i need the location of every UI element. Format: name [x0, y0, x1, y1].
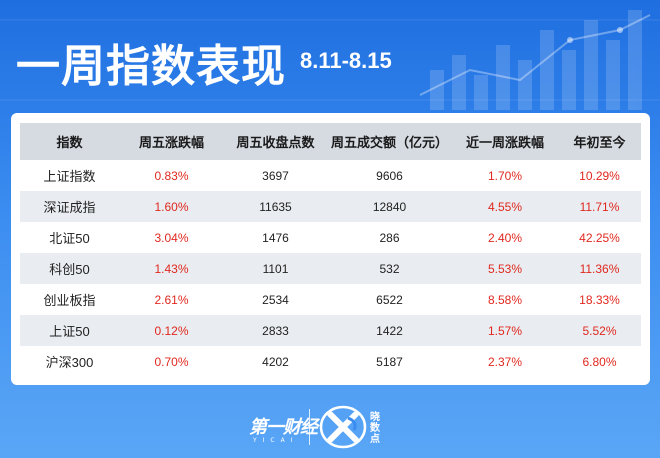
fri-turnover: 12840 — [327, 191, 452, 222]
index-name: 上证指数 — [43, 169, 96, 184]
fri-change: 0.83% — [154, 168, 189, 183]
ytd-change: 5.52% — [558, 315, 641, 346]
table-row: 上证指数 0.83% 3697 9606 1.70% 10.29% — [20, 160, 641, 191]
ytd-change: 42.25% — [579, 230, 620, 245]
fri-change: 3.04% — [154, 230, 189, 245]
column-header: 年初至今 — [558, 123, 641, 160]
fri-change: 1.60% — [119, 191, 224, 222]
fri-close: 4202 — [262, 354, 289, 369]
table-row: 创业板指 2.61% 2534 6522 8.58% 18.33% — [20, 284, 641, 315]
week-change: 4.55% — [452, 191, 558, 222]
ytd-change: 11.71% — [558, 191, 641, 222]
index-name: 深证成指 — [20, 191, 119, 222]
fri-change: 2.61% — [154, 292, 189, 307]
table-row: 北证50 3.04% 1476 286 2.40% 42.25% — [20, 222, 641, 253]
week-change: 5.53% — [452, 253, 558, 284]
fri-close: 1476 — [262, 230, 289, 245]
page-title: 一周指数表现 — [16, 41, 286, 92]
table-row: 深证成指 1.60% 11635 12840 4.55% 11.71% — [20, 191, 641, 222]
xiaoshudian-logo-text: 晓数点 — [370, 412, 380, 445]
logo-divider — [309, 409, 310, 445]
table-header-row: 指数 周五涨跌幅 周五收盘点数 周五成交额（亿元） 近一周涨跌幅 年初至今 — [20, 123, 641, 160]
table-row: 沪深300 0.70% 4202 5187 2.37% 6.80% — [20, 346, 641, 377]
table-row: 科创50 1.43% 1101 532 5.53% 11.36% — [20, 253, 641, 284]
fri-change: 0.12% — [119, 315, 224, 346]
index-name: 创业板指 — [43, 293, 96, 308]
fri-turnover: 6522 — [376, 292, 403, 307]
index-name: 上证50 — [20, 315, 119, 346]
fri-close: 2833 — [224, 315, 327, 346]
ytd-change: 18.33% — [579, 292, 620, 307]
column-header: 周五收盘点数 — [224, 123, 327, 160]
column-header: 指数 — [20, 123, 119, 160]
column-header: 周五涨跌幅 — [119, 123, 224, 160]
index-name: 沪深300 — [45, 355, 94, 370]
week-change: 1.70% — [487, 168, 523, 183]
fri-turnover: 5187 — [376, 354, 403, 369]
fri-close: 2534 — [262, 292, 289, 307]
index-table-card: 指数 周五涨跌幅 周五收盘点数 周五成交额（亿元） 近一周涨跌幅 年初至今 上证… — [11, 113, 650, 385]
ytd-change: 10.29% — [579, 168, 620, 183]
xiaoshudian-logo-icon — [319, 405, 367, 449]
yicai-logo-sub: YICAI — [253, 437, 299, 444]
week-change: 2.37% — [487, 354, 523, 369]
date-range: 8.11-8.15 — [300, 48, 392, 73]
index-name: 科创50 — [20, 253, 119, 284]
ytd-change: 6.80% — [582, 354, 617, 369]
column-header: 近一周涨跌幅 — [452, 123, 558, 160]
week-change: 8.58% — [487, 292, 523, 307]
fri-close: 3697 — [262, 168, 289, 183]
fri-turnover: 286 — [379, 230, 400, 245]
week-change: 2.40% — [487, 230, 523, 245]
index-name: 北证50 — [49, 231, 90, 246]
index-performance-table: 指数 周五涨跌幅 周五收盘点数 周五成交额（亿元） 近一周涨跌幅 年初至今 上证… — [20, 123, 641, 377]
fri-close: 11635 — [224, 191, 327, 222]
ytd-change: 11.36% — [558, 253, 641, 284]
fri-close: 1101 — [224, 253, 327, 284]
yicai-logo-icon: 第一财经 — [249, 417, 318, 438]
week-change: 1.57% — [452, 315, 558, 346]
fri-turnover: 1422 — [327, 315, 452, 346]
fri-change: 1.43% — [119, 253, 224, 284]
fri-turnover: 9606 — [376, 168, 403, 183]
table-row: 上证50 0.12% 2833 1422 1.57% 5.52% — [20, 315, 641, 346]
column-header: 周五成交额（亿元） — [327, 123, 452, 160]
fri-turnover: 532 — [327, 253, 452, 284]
fri-change: 0.70% — [154, 354, 189, 369]
